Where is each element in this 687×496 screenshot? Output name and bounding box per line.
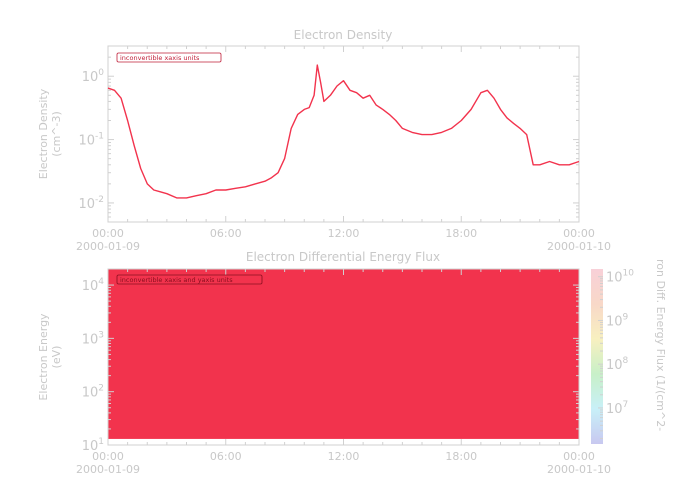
y-tick-label: 10-2	[78, 195, 104, 212]
y-tick-label: 100	[82, 68, 105, 85]
y-tick-label: 10-1	[78, 132, 104, 149]
colorbar-label: ron Diff. Energy Flux (1/(cm^2-	[654, 259, 667, 431]
colorbar-tick-label: 109	[606, 312, 629, 329]
flux-annotation-box	[116, 274, 263, 285]
y-tick-label: 103	[82, 330, 104, 347]
x-tick-label: 06:00	[210, 450, 242, 463]
density-panel: Electron Density Electron Density (cm^-3…	[37, 28, 611, 253]
x-tick-label: 12:00	[328, 227, 360, 240]
flux-ylabel: Electron Energy	[37, 313, 50, 401]
density-ylabel: Electron Density	[37, 88, 50, 179]
colorbar-ticks: 107 108 109 1010	[598, 269, 634, 440]
density-plot-frame	[107, 45, 580, 223]
x-tick-label: 00:00	[92, 227, 124, 240]
density-title: Electron Density	[294, 28, 393, 42]
colorbar-tick-label: 107	[606, 400, 628, 417]
flux-annotation-text: inconvertible xaxis and yaxis units	[120, 276, 233, 284]
x-tick-label: 12:00	[328, 450, 360, 463]
x-tick-label: 00:00	[563, 227, 595, 240]
density-yticks: 10-2 10-1 100	[78, 45, 579, 223]
x-tick-label: 18:00	[445, 227, 477, 240]
x-tick-date-label: 2000-01-09	[76, 240, 140, 253]
x-tick-date-label: 2000-01-10	[547, 463, 611, 476]
x-tick-label: 00:00	[92, 450, 124, 463]
flux-heatmap-fill	[108, 269, 579, 439]
x-tick-date-label: 2000-01-10	[547, 240, 611, 253]
x-tick-date-label: 2000-01-09	[76, 463, 140, 476]
density-series-line	[107, 64, 580, 199]
y-tick-label: 102	[82, 384, 104, 401]
density-annotation-text: inconvertible xaxis units	[120, 54, 200, 62]
flux-yticks: 101 102 103 104	[82, 268, 579, 454]
x-tick-label: 18:00	[445, 450, 477, 463]
density-annotation-box	[116, 52, 222, 63]
density-annotation: inconvertible xaxis units	[116, 52, 222, 63]
flux-annotation: inconvertible xaxis and yaxis units	[116, 274, 263, 285]
colorbar	[591, 269, 603, 444]
flux-yunit: (eV)	[50, 346, 63, 369]
y-tick-label: 101	[82, 437, 104, 454]
density-yunit: (cm^-3)	[50, 111, 63, 157]
flux-title: Electron Differential Energy Flux	[246, 250, 440, 264]
colorbar-tick-label: 108	[606, 356, 629, 373]
flux-panel: Electron Differential Energy Flux Electr…	[37, 250, 667, 476]
colorbar-tick-label: 1010	[606, 269, 634, 286]
x-tick-label: 00:00	[563, 450, 595, 463]
y-tick-label: 104	[82, 277, 105, 294]
x-tick-label: 06:00	[210, 227, 242, 240]
